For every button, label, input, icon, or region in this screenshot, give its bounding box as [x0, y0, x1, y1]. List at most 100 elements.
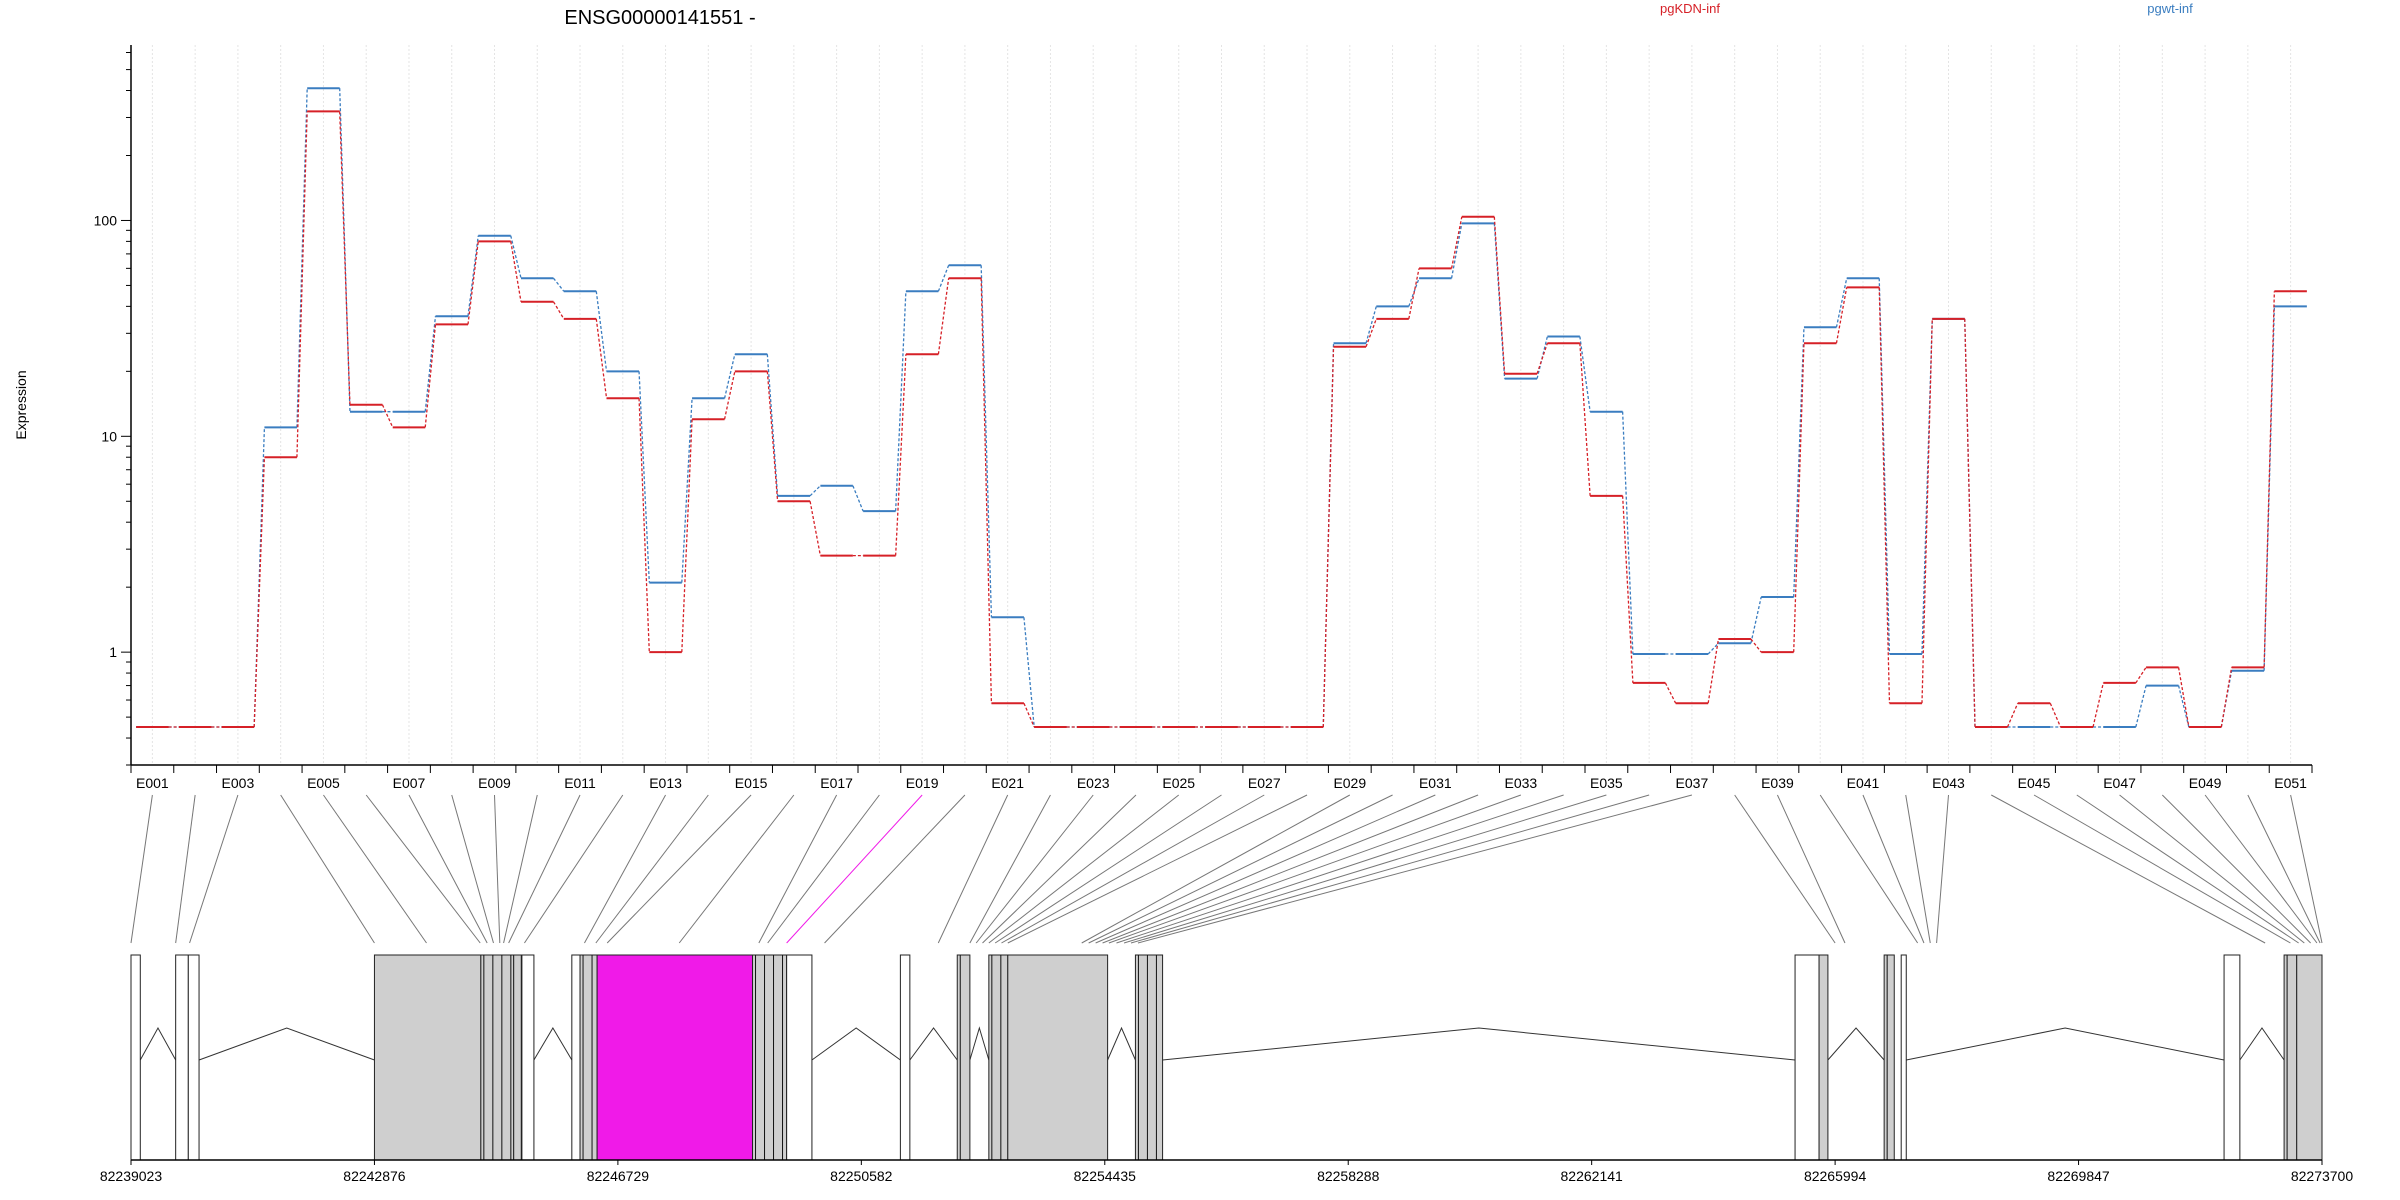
exon-connector-line [1102, 794, 1479, 944]
data-connector [1493, 216, 1506, 374]
data-connector [2177, 667, 2190, 728]
data-connector [339, 88, 351, 412]
exon-connector-line [1081, 794, 1351, 944]
exon-connector-line [130, 794, 153, 944]
data-connector [1536, 342, 1548, 374]
exon-connector-line [584, 794, 666, 944]
exon-connector-line [758, 794, 838, 944]
data-connector [467, 241, 479, 325]
x-tick-label: E039 [1761, 775, 1794, 791]
exon-connector-line [494, 794, 501, 944]
data-connector [1964, 318, 1976, 728]
intron-line [1107, 1026, 1136, 1061]
data-connector [2220, 670, 2233, 728]
exon-connector-line [451, 794, 494, 944]
data-connector [1707, 642, 1719, 655]
data-connector [1023, 702, 1035, 728]
intron-line [198, 1027, 375, 1061]
genomic-coordinate-axis: 82239023 82242876 82246729 82250582 82254435… [100, 1159, 2354, 1184]
data-connector [510, 235, 522, 279]
data-connector [253, 457, 266, 728]
exon-connector-line [2119, 794, 2305, 944]
x-tick-label: E011 [564, 775, 596, 791]
exon-block [480, 954, 515, 1161]
exon-block [571, 954, 581, 1161]
exon-connector-line [2076, 794, 2299, 944]
data-connector [1579, 336, 1591, 412]
exon-connector-line [1001, 794, 1265, 944]
exon-connector-line [2247, 794, 2321, 944]
x-tick-label: E003 [222, 775, 255, 791]
legend-label-pgwt-inf: pgwt-inf [2147, 1, 2193, 16]
data-connector [723, 354, 736, 399]
exon-connector-line [969, 794, 1051, 944]
data-connector [638, 371, 650, 583]
exon-block [2296, 954, 2323, 1161]
exon-connector-line [1819, 794, 1919, 944]
series-pgkdn-inf [136, 110, 2307, 728]
data-connector [424, 324, 437, 428]
data-connector [1921, 318, 1933, 704]
exon-connector-line [1123, 794, 1607, 944]
data-connector [467, 235, 479, 317]
data-connector [980, 278, 993, 704]
data-connector [381, 404, 394, 428]
data-connector [681, 398, 693, 583]
data-connector [2006, 702, 2019, 728]
exon-block [187, 954, 200, 1161]
y-tick-label: 100 [94, 212, 118, 228]
data-connector [1450, 216, 1463, 269]
data-connector [2135, 667, 2147, 684]
x-tick-label: E041 [1847, 775, 1880, 791]
exon-connector-line [937, 794, 1009, 944]
exon-connector-line [975, 794, 1094, 944]
data-connector [253, 427, 266, 728]
coord-tick-label: 82258288 [1317, 1168, 1380, 1184]
data-connector [510, 241, 522, 302]
x-tick-label: E047 [2103, 775, 2136, 791]
data-connector [1878, 278, 1891, 655]
data-connector [2092, 682, 2104, 728]
exon-block [1818, 954, 1829, 1161]
intron-line [2239, 1027, 2285, 1061]
data-connector [1835, 287, 1848, 344]
data-connector [296, 88, 308, 428]
exon-connector-line [2290, 794, 2323, 944]
exon-block [521, 954, 535, 1161]
data-connector [1793, 327, 1805, 598]
coord-tick-label: 82239023 [100, 1168, 163, 1184]
exon-block [956, 954, 971, 1161]
data-connector [424, 316, 437, 412]
highlighted-exon-block [596, 954, 754, 1161]
exon-connector-line [1905, 794, 1931, 944]
x-tick-label: E005 [307, 775, 340, 791]
x-tick-label: E027 [1248, 775, 1281, 791]
exon-connector-line [408, 794, 488, 944]
data-connector [2135, 685, 2147, 728]
data-connector [809, 501, 822, 556]
data-connector [2263, 291, 2276, 668]
data-connector [1408, 268, 1420, 319]
intron-line [1162, 1027, 1796, 1061]
y-tick-label: 10 [101, 428, 117, 444]
data-connector [1322, 346, 1335, 728]
exon-block [513, 954, 522, 1161]
exon-block [786, 954, 813, 1161]
coord-tick-label: 82265994 [1804, 1168, 1867, 1184]
exon-block [130, 954, 141, 1161]
coord-tick-label: 82254435 [1074, 1168, 1137, 1184]
exon-block [1883, 954, 1895, 1161]
data-connector [2220, 667, 2233, 728]
coord-tick-label: 82273700 [2291, 1168, 2354, 1184]
exon-connector-line [1991, 794, 2266, 944]
data-connector [1621, 495, 1634, 683]
data-connector [1750, 596, 1762, 644]
exon-connector-line [678, 794, 795, 944]
exon-block [1794, 954, 1820, 1161]
grid-lines [151, 45, 2292, 765]
data-connector [1835, 278, 1848, 328]
x-tick-label: E049 [2189, 775, 2222, 791]
x-tick-label: E019 [906, 775, 939, 791]
exon-connector-line [1862, 794, 1925, 944]
x-tick-label: E007 [393, 775, 426, 791]
